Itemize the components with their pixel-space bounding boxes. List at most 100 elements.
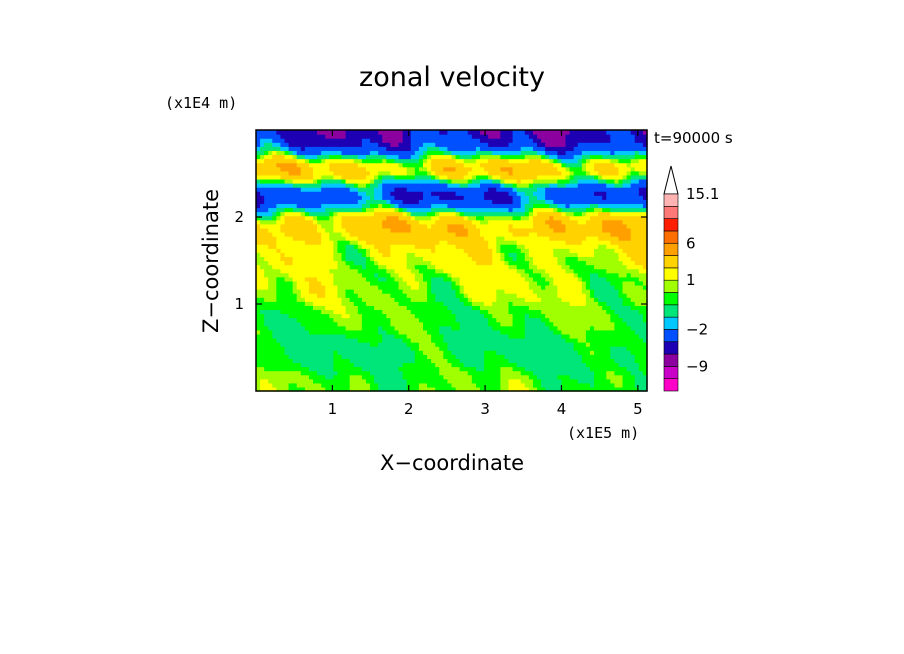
field-cell: [528, 309, 534, 315]
field-cell: [565, 354, 571, 359]
field-cell: [549, 309, 554, 315]
field-cell: [374, 130, 379, 135]
field-cell: [361, 248, 367, 253]
field-cell: [361, 138, 367, 143]
field-cell: [557, 329, 563, 335]
field-cell: [341, 301, 347, 306]
field-cell: [353, 293, 359, 298]
field-cell: [374, 134, 379, 139]
field-cell: [378, 215, 383, 221]
field-cell: [520, 354, 526, 359]
field-cell: [439, 227, 444, 233]
field-cell: [325, 236, 330, 241]
field-cell: [406, 170, 412, 176]
field-cell: [296, 354, 302, 359]
field-cell: [496, 211, 501, 217]
field-cell: [488, 174, 493, 180]
field-cell: [524, 313, 530, 319]
field-cell: [398, 166, 404, 172]
field-cell: [272, 203, 277, 209]
field-cell: [439, 321, 444, 327]
field-cell: [451, 293, 457, 298]
field-cell: [374, 333, 379, 339]
field-cell: [557, 130, 563, 135]
field-cell: [284, 289, 290, 294]
field-cell: [296, 174, 302, 180]
field-cell: [300, 248, 306, 253]
field-cell: [414, 191, 420, 196]
field-cell: [467, 195, 473, 200]
field-cell: [504, 297, 510, 302]
field-cell: [557, 366, 563, 372]
field-cell: [394, 289, 400, 294]
field-cell: [439, 256, 444, 262]
field-cell: [569, 297, 575, 302]
field-cell: [357, 244, 363, 249]
field-cell: [292, 191, 298, 196]
field-cell: [394, 354, 400, 359]
field-cell: [361, 329, 367, 335]
field-cell: [284, 280, 290, 286]
field-cell: [260, 203, 265, 209]
field-cell: [451, 264, 457, 270]
field-cell: [345, 268, 351, 274]
field-cell: [541, 280, 546, 286]
field-cell: [516, 207, 522, 213]
field-cell: [541, 236, 546, 241]
field-cell: [374, 321, 379, 327]
field-cell: [418, 268, 424, 274]
field-cell: [341, 130, 347, 135]
field-cell: [402, 382, 408, 388]
field-cell: [467, 346, 473, 351]
field-cell: [370, 183, 375, 188]
field-cell: [304, 154, 310, 160]
field-cell: [545, 227, 550, 233]
field-cell: [304, 362, 310, 368]
field-cell: [447, 313, 453, 319]
field-cell: [325, 223, 330, 229]
field-cell: [341, 289, 347, 294]
field-cell: [313, 134, 318, 139]
field-cell: [349, 134, 355, 139]
field-cell: [496, 272, 501, 278]
field-cell: [272, 138, 277, 143]
field-cell: [361, 289, 367, 294]
field-cell: [382, 191, 387, 196]
field-cell: [410, 280, 416, 286]
field-cell: [386, 386, 391, 392]
field-cell: [496, 342, 501, 347]
field-cell: [374, 236, 379, 241]
field-cell: [537, 252, 542, 258]
field-cell: [520, 321, 526, 327]
field-cell: [288, 252, 294, 258]
field-cell: [439, 199, 444, 205]
field-cell: [308, 227, 314, 233]
field-cell: [541, 219, 546, 225]
field-cell: [508, 203, 514, 209]
field-cell: [532, 191, 538, 196]
field-cell: [370, 219, 375, 225]
field-cell: [337, 240, 343, 245]
field-cell: [288, 309, 294, 315]
field-cell: [484, 386, 489, 392]
field-cell: [288, 174, 294, 180]
field-cell: [398, 264, 404, 270]
field-cell: [532, 256, 538, 262]
field-cell: [508, 195, 514, 200]
field-cell: [471, 382, 477, 388]
field-cell: [532, 231, 538, 237]
field-cell: [541, 293, 546, 298]
field-cell: [317, 199, 322, 205]
field-cell: [268, 154, 273, 160]
field-cell: [276, 342, 282, 347]
field-cell: [467, 297, 473, 302]
field-cell: [512, 309, 518, 315]
field-cell: [435, 317, 440, 323]
field-cell: [374, 342, 379, 347]
field-cell: [443, 215, 449, 221]
field-cell: [329, 358, 334, 364]
field-cell: [329, 162, 334, 168]
field-cell: [459, 264, 465, 270]
field-cell: [504, 301, 510, 306]
